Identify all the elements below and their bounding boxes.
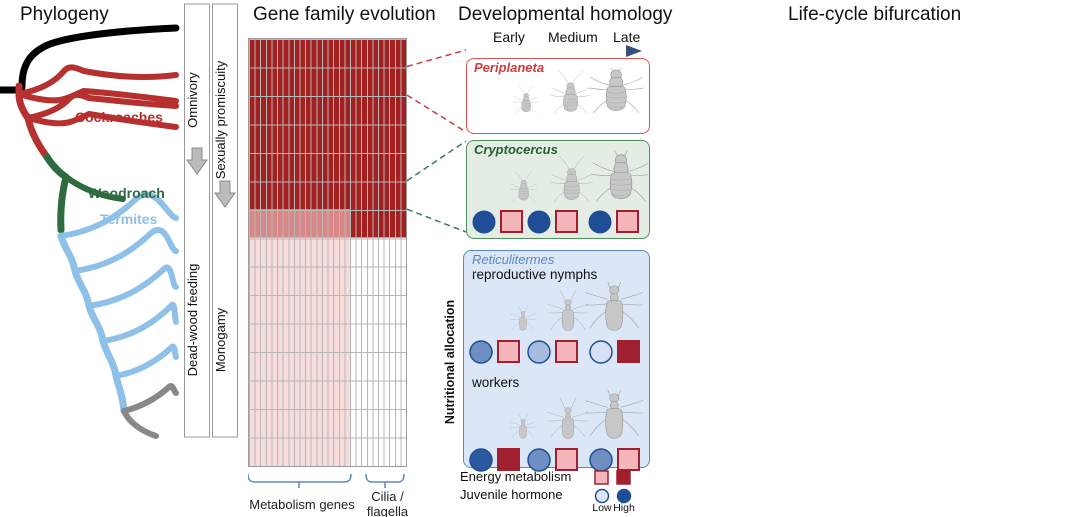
svg-text:Late: Late xyxy=(613,29,640,45)
svg-text:Low: Low xyxy=(593,502,612,514)
svg-text:Sexually promiscuity: Sexually promiscuity xyxy=(213,60,228,179)
svg-text:Termites: Termites xyxy=(100,211,158,227)
svg-text:Medium: Medium xyxy=(548,29,598,45)
svg-text:Early: Early xyxy=(493,29,525,45)
svg-text:High: High xyxy=(613,502,635,514)
svg-text:Cockroaches: Cockroaches xyxy=(75,109,163,125)
svg-text:Monogamy: Monogamy xyxy=(213,307,228,372)
svg-text:Dead-wood feeding: Dead-wood feeding xyxy=(185,264,200,377)
svg-text:Omnivory: Omnivory xyxy=(185,72,200,128)
svg-text:Woodroach: Woodroach xyxy=(88,185,165,201)
